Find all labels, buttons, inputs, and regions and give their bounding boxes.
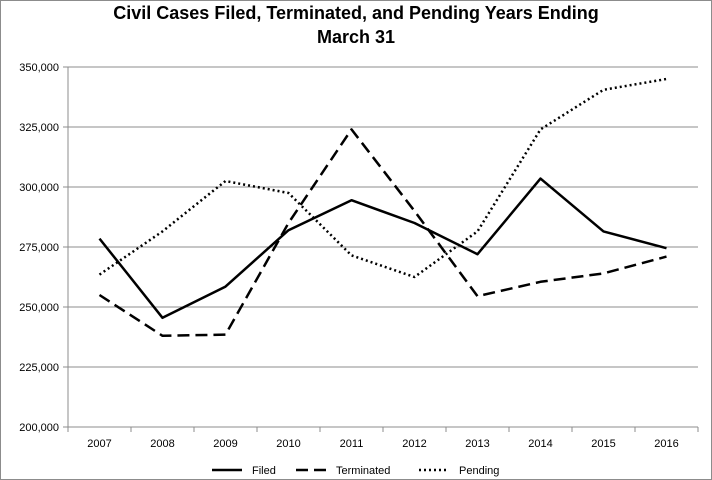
- chart-title-line1: Civil Cases Filed, Terminated, and Pendi…: [113, 3, 599, 23]
- chart-title-line2: March 31: [316, 27, 396, 47]
- data-point-filed: [350, 199, 353, 202]
- x-tick-label: 2016: [654, 438, 678, 450]
- data-point-terminated: [602, 272, 605, 275]
- data-point-filed: [539, 177, 542, 180]
- data-point-pending: [161, 230, 164, 233]
- y-tick-label: 250,000: [19, 302, 59, 314]
- x-tick-label: 2009: [213, 438, 237, 450]
- legend-label-pending: Pending: [459, 465, 499, 477]
- data-point-pending: [602, 88, 605, 91]
- data-point-filed: [476, 253, 479, 256]
- data-point-terminated: [350, 128, 353, 131]
- data-point-filed: [224, 285, 227, 288]
- x-tick-label: 2008: [150, 438, 174, 450]
- legend-label-terminated: Terminated: [336, 465, 390, 477]
- data-point-terminated: [98, 294, 101, 297]
- data-point-pending: [665, 78, 668, 81]
- data-point-filed: [665, 247, 668, 250]
- series-line-terminated: [98, 128, 667, 338]
- data-point-pending: [476, 230, 479, 233]
- data-point-pending: [413, 276, 416, 279]
- data-point-filed: [602, 230, 605, 233]
- x-tick-label: 2011: [340, 438, 364, 450]
- data-point-filed: [413, 222, 416, 225]
- data-point-terminated: [413, 210, 416, 213]
- data-point-pending: [539, 128, 542, 131]
- data-point-terminated: [539, 280, 542, 283]
- x-tick-label: 2014: [528, 438, 552, 450]
- legend-label-filed: Filed: [252, 465, 276, 477]
- x-tick-label: 2012: [402, 438, 426, 450]
- series-line-filed: [98, 177, 667, 320]
- data-point-terminated: [224, 333, 227, 336]
- y-tick-label: 275,000: [19, 242, 59, 254]
- data-point-pending: [287, 192, 290, 195]
- data-point-terminated: [476, 295, 479, 298]
- y-tick-label: 350,000: [19, 62, 59, 74]
- data-point-filed: [161, 316, 164, 319]
- data-point-terminated: [161, 334, 164, 337]
- x-tick-label: 2007: [87, 438, 111, 450]
- data-point-pending: [350, 254, 353, 257]
- data-point-terminated: [665, 255, 668, 258]
- x-tick-label: 2015: [591, 438, 615, 450]
- data-point-pending: [224, 180, 227, 183]
- data-point-terminated: [287, 222, 290, 225]
- y-tick-label: 325,000: [19, 122, 59, 134]
- y-tick-label: 300,000: [19, 182, 59, 194]
- x-tick-label: 2010: [276, 438, 300, 450]
- data-point-pending: [98, 273, 101, 276]
- y-tick-label: 200,000: [19, 422, 59, 434]
- x-tick-label: 2013: [465, 438, 489, 450]
- data-point-filed: [287, 229, 290, 232]
- data-point-filed: [98, 237, 101, 240]
- series-line-pending: [98, 77, 667, 279]
- y-tick-label: 225,000: [19, 362, 59, 374]
